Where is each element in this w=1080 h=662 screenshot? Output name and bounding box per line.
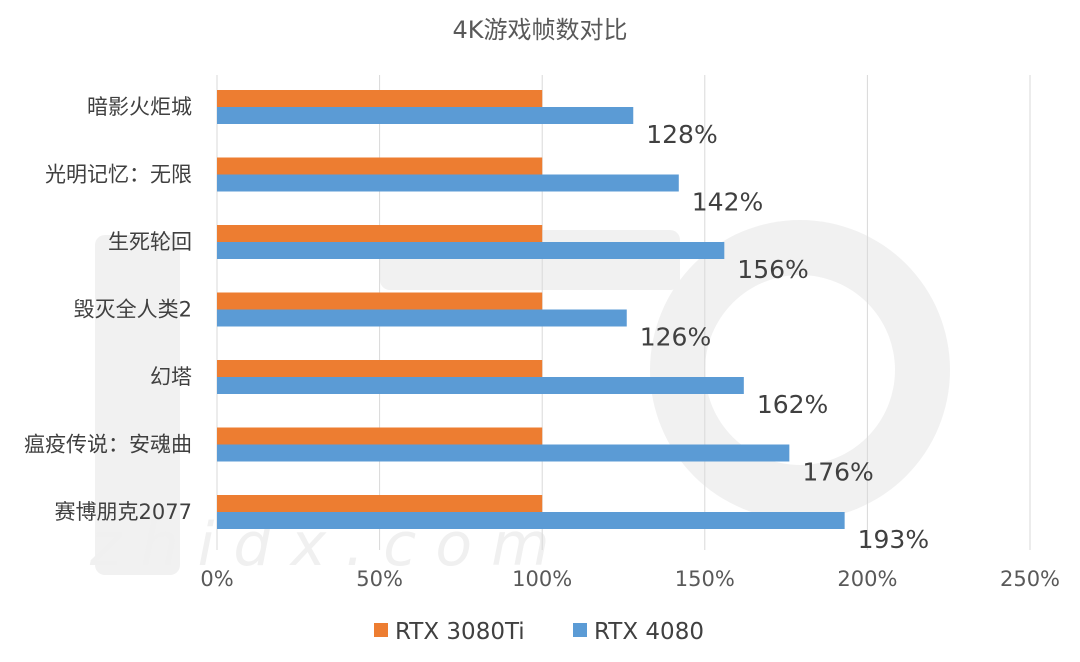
chart-title: 4K游戏帧数对比 xyxy=(452,16,627,44)
category-label: 暗影火炬城 xyxy=(87,95,192,119)
data-label: 156% xyxy=(737,255,808,284)
legend-swatch xyxy=(573,623,587,637)
x-tick-label: 200% xyxy=(837,567,897,591)
legend-swatch xyxy=(374,623,388,637)
category-label: 生死轮回 xyxy=(108,230,192,254)
watermark-shape xyxy=(95,235,180,575)
bar-rtx-3080ti xyxy=(217,360,543,377)
category-label: 瘟疫传说：安魂曲 xyxy=(24,433,192,457)
data-label: 126% xyxy=(640,323,711,352)
bar-rtx-3080ti xyxy=(217,90,543,107)
bar-rtx-4080 xyxy=(217,309,627,327)
bar-rtx-3080ti xyxy=(217,292,543,310)
x-tick-label: 150% xyxy=(675,567,735,591)
bar-rtx-4080 xyxy=(217,242,725,259)
bar-rtx-3080ti xyxy=(217,225,543,242)
bar-rtx-3080ti xyxy=(217,157,543,175)
data-label: 162% xyxy=(757,390,828,419)
bar-rtx-4080 xyxy=(217,174,679,192)
data-label: 128% xyxy=(646,120,717,149)
category-label: 毁灭全人类2 xyxy=(74,298,192,322)
bar-rtx-3080ti xyxy=(217,495,543,512)
x-tick-label: 100% xyxy=(512,567,572,591)
data-label: 176% xyxy=(802,458,873,487)
category-label: 光明记忆：无限 xyxy=(45,163,192,187)
legend-label: RTX 4080 xyxy=(594,619,704,645)
x-tick-label: 250% xyxy=(1000,567,1060,591)
legend: RTX 3080Ti RTX 4080 xyxy=(374,619,704,645)
watermark-shape xyxy=(705,275,895,465)
data-label: 193% xyxy=(858,525,929,554)
bar-rtx-4080 xyxy=(217,444,790,462)
bars xyxy=(217,90,845,529)
labels: 0% 50% 100% 150% 200% 250% 暗影火炬城 128% 光明记忆：无限 142… xyxy=(24,95,1060,591)
x-tick-label: 50% xyxy=(356,567,403,591)
bar-rtx-3080ti xyxy=(217,427,543,445)
x-tick-label: 0% xyxy=(200,567,233,591)
bar-rtx-4080 xyxy=(217,377,744,394)
legend-label: RTX 3080Ti xyxy=(395,619,525,645)
bar-rtx-4080 xyxy=(217,107,634,124)
category-label: 幻塔 xyxy=(150,365,192,389)
bar-rtx-4080 xyxy=(217,512,845,529)
category-label: 赛博朋克2077 xyxy=(55,500,192,524)
data-label: 142% xyxy=(692,188,763,217)
